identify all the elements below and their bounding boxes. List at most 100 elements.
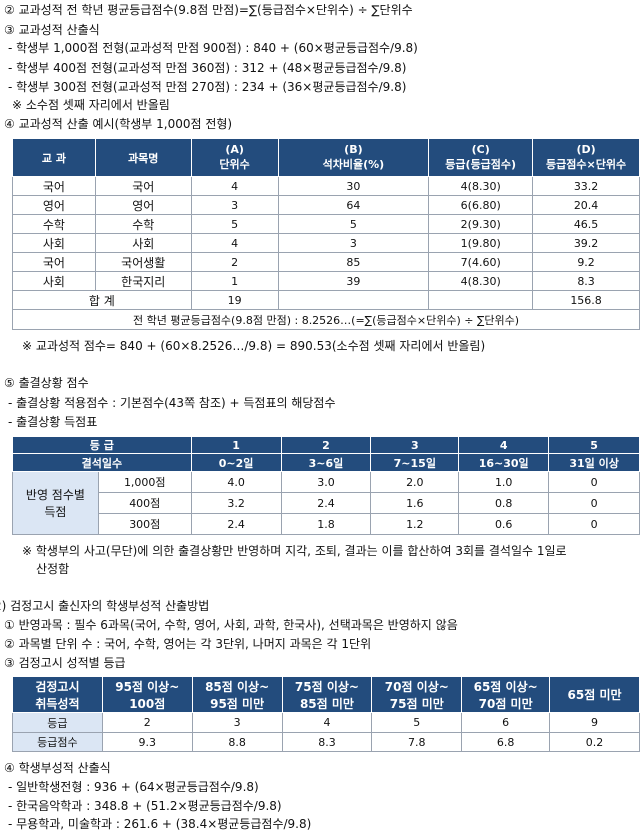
col-a-label: 단위수 [219, 158, 250, 171]
score-cell: 2.4 [280, 492, 372, 514]
table-cell: 수학 [94, 214, 192, 234]
grade-example-table: 교 과 과목명 (A) 단위수 (B) 석차비율(%) (C) 등급(등급점수) (D… [12, 138, 640, 330]
table-row: 국어 국어생활 2 85 7(4.60) 9.2 [12, 252, 640, 272]
side-line-2: 득점 [44, 505, 67, 519]
ged-cell: 3 [191, 712, 283, 733]
ged-header-cell: 75점 이상~ 85점 미만 [281, 676, 373, 713]
subject-score-heading: ③ 교과성적 산출식 [4, 23, 100, 37]
formula-1000: - 학생부 1,000점 전형(교과성적 만점 900점) : 840 + (6… [8, 41, 418, 55]
ged-cell: 5 [371, 712, 463, 733]
ged-header-cell: 85점 이상~ 95점 미만 [191, 676, 283, 713]
table-row: 사회 사회 4 3 1(9.80) 39.2 [12, 233, 640, 253]
table-cell: 영어 [94, 195, 192, 215]
attendance-heading: ⑤ 출결상황 점수 [4, 376, 89, 390]
table-cell: 사회 [94, 233, 192, 253]
formula-400: - 학생부 400점 전형(교과성적 만점 360점) : 312 + (48×… [8, 61, 407, 75]
table-row: 수학 수학 5 5 2(9.30) 46.5 [12, 214, 640, 234]
table-cell: 국어 [94, 176, 192, 196]
grade-2: 2 [280, 436, 372, 454]
table-cell: 5 [190, 214, 279, 234]
table-cell: 20.4 [532, 195, 640, 215]
ged-header-cell: 70점 이상~ 75점 미만 [371, 676, 463, 713]
col-course: 과목명 [94, 138, 192, 177]
absence-3: 7~15일 [370, 453, 460, 472]
col-d-label: 등급점수×단위수 [546, 158, 627, 171]
ged-header-line: 70점 이상~ [384, 679, 449, 694]
ged-cell: 0.2 [549, 732, 640, 752]
calc-heading: ④ 학생부성적 산출식 [4, 761, 111, 775]
score-cell: 1.0 [458, 471, 550, 493]
ged-header-line: 100점 [129, 696, 166, 711]
table-cell: 1 [190, 271, 279, 291]
table-cell: 사회 [12, 233, 96, 253]
ged-header-line: 취득성적 [35, 696, 80, 711]
table-cell: 46.5 [532, 214, 640, 234]
score-cell: 0 [548, 513, 640, 535]
score-cell: 3.2 [190, 492, 282, 514]
table-cell: 33.2 [532, 176, 640, 196]
table-header-row: 교 과 과목명 (A) 단위수 (B) 석차비율(%) (C) 등급(등급점수) (D… [12, 138, 640, 177]
ged-cell: 6 [461, 712, 551, 733]
ged-header-line: 검정고시 [35, 679, 80, 694]
ged-header-line: 95점 이상~ [115, 679, 180, 694]
total-empty-b [277, 290, 430, 310]
grade-1: 1 [190, 436, 282, 454]
total-row: 합 계 19 156.8 [12, 290, 640, 310]
score-cell: 0 [548, 492, 640, 514]
ged-cell: 4 [281, 712, 373, 733]
ged-units: ② 과목별 단위 수 : 국어, 수학, 영어는 각 3단위, 나머지 과목은 … [4, 637, 372, 651]
table-row: 사회 한국지리 1 39 4(8.30) 8.3 [12, 271, 640, 291]
table-cell: 8.3 [532, 271, 640, 291]
ged-grade-row: 등급 2 3 4 5 6 9 [12, 712, 640, 733]
attendance-formula: - 출결상황 적용점수 : 기본점수(43쪽 참조) + 득점표의 해당점수 [8, 396, 336, 410]
ged-row-label: 등급점수 [12, 732, 103, 752]
attendance-table: 등 급 1 2 3 4 5 결석일수 0~2일 3~6일 7~15일 16~30… [12, 436, 640, 535]
table-row: 영어 영어 3 64 6(6.80) 20.4 [12, 195, 640, 215]
table-cell: 4 [190, 233, 279, 253]
total-units: 19 [190, 290, 279, 310]
col-a-mark: (A) [225, 143, 244, 156]
side-line-1: 반영 점수별 [25, 488, 85, 502]
attendance-note: ※ 학생부의 사고(무단)에 의한 출결상황만 반영하며 지각, 조퇴, 결과는… [22, 544, 567, 558]
ged-header-line: 75점 이상~ [294, 679, 359, 694]
score-cell: 0 [548, 471, 640, 493]
avg-grade-formula: ② 교과성적 전 학년 평균등급점수(9.8점 만점)=∑(등급점수×단위수) … [4, 3, 413, 17]
table-cell: 1(9.80) [428, 233, 534, 253]
score-row: 400점 3.2 2.4 1.6 0.8 0 [13, 492, 640, 514]
col-c-mark: (C) [471, 143, 490, 156]
table-cell: 5 [277, 214, 430, 234]
score-cell: 1.8 [280, 513, 372, 535]
absence-1: 0~2일 [190, 453, 282, 472]
total-sum: 156.8 [532, 290, 640, 310]
ged-header-line: 95점 미만 [210, 696, 265, 711]
ged-cell: 8.3 [281, 732, 373, 752]
grade-row: 등 급 1 2 3 4 5 [12, 436, 640, 454]
table-cell: 2 [190, 252, 279, 272]
ged-header-cell: 65점 미만 [549, 676, 640, 713]
table-cell: 39 [277, 271, 430, 291]
absence-label: 결석일수 [12, 453, 192, 472]
score-cell: 2.4 [190, 513, 282, 535]
grade-label: 등 급 [12, 436, 192, 454]
table-cell: 6(6.80) [428, 195, 534, 215]
grade-5: 5 [548, 436, 640, 454]
col-rank-ratio: (B) 석차비율(%) [277, 138, 430, 177]
ged-header-line: 85점 미만 [299, 696, 354, 711]
table-cell: 30 [277, 176, 430, 196]
table-cell: 4(8.30) [428, 271, 534, 291]
table-cell: 국어 [12, 176, 96, 196]
formula-dance-art: - 무용학과, 미술학과 : 261.6 + (38.4×평균등급점수/9.8) [8, 817, 312, 831]
table-cell: 국어생활 [94, 252, 192, 272]
ged-header-cell: 65점 이상~ 70점 미만 [461, 676, 551, 713]
score-row-label: 400점 [97, 492, 192, 514]
absence-2: 3~6일 [280, 453, 372, 472]
absence-row: 결석일수 0~2일 3~6일 7~15일 16~30일 31일 이상 [12, 453, 640, 472]
table-cell: 국어 [12, 252, 96, 272]
ged-cell: 6.8 [461, 732, 551, 752]
table-cell: 85 [277, 252, 430, 272]
score-cell: 2.0 [370, 471, 460, 493]
attendance-table-heading: - 출결상황 득점표 [8, 415, 98, 429]
table-cell: 7(4.60) [428, 252, 534, 272]
